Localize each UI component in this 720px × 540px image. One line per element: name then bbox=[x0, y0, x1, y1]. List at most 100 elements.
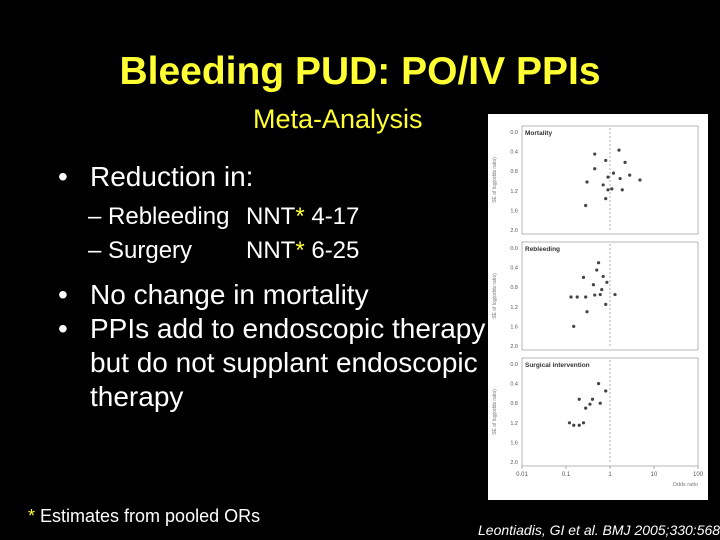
data-point bbox=[601, 274, 605, 279]
bullet-mortality: • No change in mortality bbox=[58, 278, 488, 312]
subbullet-surgery: – Surgery NNT* 6-25 bbox=[58, 234, 488, 268]
data-point bbox=[604, 302, 608, 306]
bullet-text: PPIs add to endoscopic therapy but do no… bbox=[90, 313, 486, 412]
nnt-range: 6-25 bbox=[304, 237, 360, 264]
y-tick-label: 1.6 bbox=[510, 324, 518, 330]
bullet-dot: • bbox=[58, 279, 68, 310]
y-tick-label: 1.6 bbox=[510, 208, 518, 214]
nnt-prefix: NNT bbox=[246, 203, 296, 230]
nnt-value: NNT* 6-25 bbox=[246, 234, 359, 268]
data-point bbox=[638, 178, 642, 182]
data-point bbox=[577, 423, 581, 427]
x-tick-label: 1 bbox=[608, 472, 612, 478]
nnt-star: * bbox=[295, 237, 305, 264]
y-tick-label: 0.0 bbox=[510, 246, 518, 252]
panel-frame bbox=[521, 241, 699, 351]
funnel-plot-chart: Mortality 0.0 0.4 0.8 1.2 1.6 2.0 SE of log(odd… bbox=[488, 114, 708, 500]
data-point bbox=[584, 203, 588, 208]
panel-title: Rebleeding bbox=[525, 246, 560, 253]
y-tick-label: 2.0 bbox=[510, 344, 518, 350]
x-tick-label: 100 bbox=[693, 472, 704, 478]
nnt-prefix: NNT bbox=[246, 237, 296, 264]
data-point bbox=[588, 402, 592, 406]
data-point bbox=[567, 421, 572, 425]
panel-title: Surgical intervention bbox=[525, 362, 590, 369]
data-point bbox=[584, 295, 588, 299]
data-point bbox=[590, 397, 595, 401]
data-point bbox=[611, 171, 616, 175]
y-tick-label: 1.2 bbox=[510, 421, 518, 427]
citation: Leontiadis, GI et al. BMJ 2005;330:568-7… bbox=[478, 522, 720, 538]
data-point bbox=[577, 397, 581, 401]
data-point bbox=[600, 288, 604, 292]
x-axis-label: Odds ratio bbox=[673, 482, 698, 488]
data-point bbox=[604, 389, 608, 393]
panel-frame bbox=[521, 125, 699, 235]
slide-subtitle: Meta-Analysis bbox=[253, 104, 423, 134]
data-point bbox=[604, 158, 608, 163]
y-tick-label: 0.4 bbox=[510, 266, 518, 272]
footnote-star: * bbox=[28, 506, 36, 526]
data-point bbox=[601, 183, 605, 187]
data-point bbox=[605, 280, 609, 284]
data-point bbox=[585, 310, 589, 314]
data-point bbox=[584, 406, 588, 410]
subbullet-label: – Surgery bbox=[88, 237, 193, 264]
x-tick-label: 0.01 bbox=[516, 472, 528, 478]
subbullet-label: – Rebleeding bbox=[88, 203, 230, 230]
footnote-text: Estimates from pooled ORs bbox=[35, 506, 261, 526]
x-tick-label: 10 bbox=[651, 472, 658, 478]
data-point bbox=[623, 160, 627, 164]
data-point bbox=[572, 423, 576, 427]
data-point bbox=[620, 188, 624, 192]
y-tick-label: 2.0 bbox=[510, 460, 518, 466]
nnt-star: * bbox=[295, 203, 305, 230]
data-point bbox=[569, 295, 573, 299]
data-point bbox=[606, 188, 610, 192]
data-point bbox=[617, 148, 621, 152]
y-tick-label: 0.4 bbox=[510, 150, 518, 156]
nnt-range: 4-17 bbox=[304, 203, 360, 230]
y-axis-label: SE of log(odds ratio) bbox=[492, 389, 498, 435]
data-point bbox=[581, 275, 586, 279]
x-tick-label: 0.1 bbox=[562, 472, 571, 478]
data-point bbox=[606, 175, 610, 179]
data-point bbox=[575, 295, 579, 299]
data-point bbox=[595, 268, 599, 272]
data-point bbox=[613, 292, 617, 297]
y-tick-label: 0.0 bbox=[510, 130, 518, 136]
data-point bbox=[598, 401, 602, 405]
data-point bbox=[585, 180, 589, 184]
data-point bbox=[618, 176, 622, 181]
data-point bbox=[596, 261, 601, 265]
subbullet-rebleeding: – Rebleeding NNT* 4-17 bbox=[58, 200, 488, 234]
y-tick-label: 1.2 bbox=[510, 189, 518, 195]
data-point bbox=[628, 173, 632, 177]
data-point bbox=[598, 292, 602, 297]
y-tick-label: 0.4 bbox=[510, 382, 518, 388]
slide-title: Bleeding PUD: PO/IV PPIs bbox=[119, 50, 601, 93]
data-point bbox=[610, 187, 614, 191]
panel-title: Mortality bbox=[525, 130, 552, 137]
y-tick-label: 1.6 bbox=[510, 440, 518, 446]
bullet-text: No change in mortality bbox=[90, 279, 369, 310]
data-point bbox=[593, 293, 597, 297]
y-axis-label: SE of log(odds ratio) bbox=[492, 157, 498, 203]
plot-background bbox=[488, 114, 708, 500]
bullet-dot: • bbox=[58, 313, 68, 344]
footnote: * Estimates from pooled ORs bbox=[28, 506, 260, 527]
data-point bbox=[591, 283, 596, 287]
data-point bbox=[596, 382, 601, 386]
y-tick-label: 1.2 bbox=[510, 305, 518, 311]
data-point bbox=[593, 167, 597, 171]
y-tick-label: 0.8 bbox=[510, 401, 518, 407]
bullet-list: • Reduction in: – Rebleeding NNT* 4-17 –… bbox=[58, 160, 488, 414]
y-tick-label: 0.0 bbox=[510, 362, 518, 368]
data-point bbox=[604, 197, 608, 201]
y-tick-label: 0.8 bbox=[510, 169, 518, 175]
nnt-value: NNT* 4-17 bbox=[246, 200, 359, 234]
y-axis-label: SE of log(odds ratio) bbox=[492, 273, 498, 319]
bullet-reduction: • Reduction in: bbox=[58, 160, 488, 194]
bullet-dot: • bbox=[58, 161, 68, 192]
y-tick-label: 2.0 bbox=[510, 228, 518, 234]
